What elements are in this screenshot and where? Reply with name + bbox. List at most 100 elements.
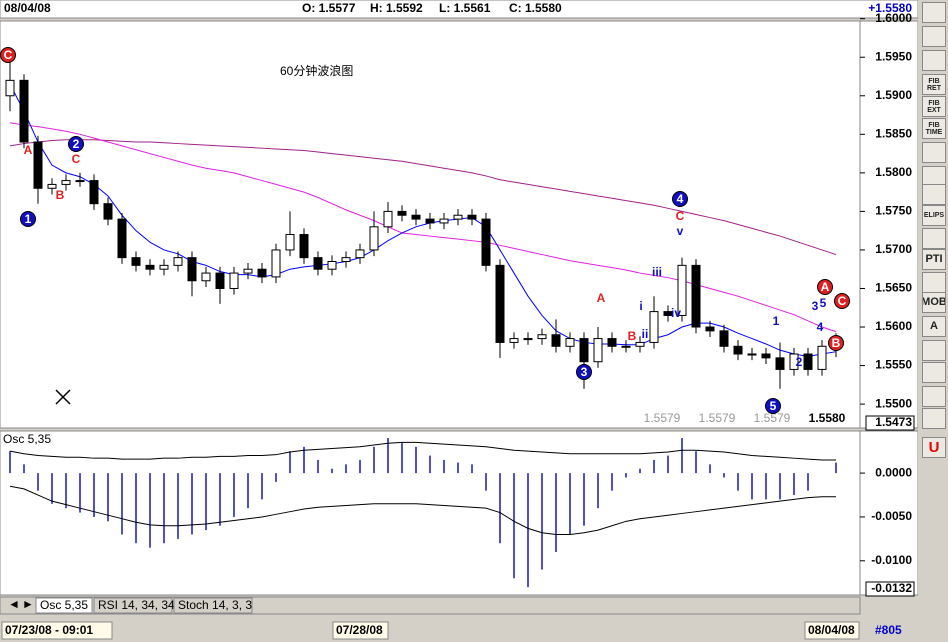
time-label: 08/04/08: [808, 623, 855, 637]
candle-body: [649, 311, 659, 343]
wave-marker: [817, 279, 833, 295]
tab-label[interactable]: Osc 5,35: [40, 598, 88, 612]
time-label-box: [332, 621, 389, 640]
wave-label: A: [24, 143, 33, 157]
candle-body: [453, 214, 463, 220]
chart-window: ◄ ► 08/04/08 O: 1.5577 H: 1.5592 L: 1.5561 C…: [0, 0, 918, 642]
tool-button[interactable]: MOB: [922, 292, 946, 313]
wave-label: B: [628, 329, 637, 343]
candle-body: [635, 341, 645, 347]
candle-body: [481, 218, 491, 266]
candle-body: [789, 353, 799, 370]
tab-scroll-left[interactable]: ◄: [8, 597, 20, 611]
tool-button[interactable]: [922, 386, 946, 407]
wave-label: 1: [25, 212, 32, 226]
y-tick-label: 1.5750: [875, 204, 912, 218]
candle-body: [215, 272, 225, 289]
tool-button[interactable]: [922, 408, 946, 429]
wave-marker: [828, 335, 844, 351]
y-tick-label: -0.0100: [871, 553, 912, 567]
tab[interactable]: [35, 597, 93, 614]
time-bar: [0, 620, 918, 642]
candle-body: [117, 218, 127, 259]
osc-title: Osc 5,35: [3, 432, 51, 446]
moving-average: [9, 139, 837, 256]
candle-body: [621, 345, 631, 348]
tool-button[interactable]: PTI: [922, 249, 946, 270]
candle-body: [817, 345, 827, 370]
candle-body: [159, 264, 169, 270]
header-close: C: 1.5580: [509, 1, 562, 15]
y-tick-label: 1.5500: [875, 396, 912, 410]
tab-label[interactable]: RSI 14, 34, 34: [98, 598, 175, 612]
wave-label: 3: [812, 299, 819, 313]
tool-button[interactable]: ELIPS: [922, 205, 946, 226]
candle-body: [383, 210, 393, 228]
tool-button[interactable]: FIB EXT: [922, 96, 946, 117]
candle-body: [439, 218, 449, 224]
candle-body: [355, 249, 365, 259]
candle-body: [145, 264, 155, 270]
tab[interactable]: [93, 597, 173, 614]
tool-button[interactable]: FIB RET: [922, 74, 946, 95]
y-tick-label: 1.5650: [875, 281, 912, 295]
wave-label: 4: [677, 192, 684, 206]
wave-marker: [672, 191, 688, 207]
header-high: H: 1.5592: [370, 1, 423, 15]
candle-body: [775, 357, 785, 370]
osc-axis: [859, 430, 918, 596]
signal-line: [9, 441, 836, 461]
wave-marker: [576, 364, 592, 380]
tool-button[interactable]: [922, 184, 946, 205]
tab-label[interactable]: Stoch 14, 3, 3: [178, 598, 252, 612]
tool-button[interactable]: [922, 50, 946, 71]
wave-label: C: [676, 209, 685, 223]
price-marker-box: [865, 415, 915, 431]
candle-body: [579, 338, 589, 363]
wave-marker: [20, 211, 36, 227]
candle-body: [19, 79, 29, 143]
y-tick-label: 1.5700: [875, 242, 912, 256]
tool-button[interactable]: [922, 2, 946, 23]
tool-button[interactable]: [922, 362, 946, 383]
tab[interactable]: [173, 597, 253, 614]
readout: 1.5579: [754, 411, 791, 425]
candle-body: [201, 272, 211, 282]
candle-body: [313, 257, 323, 270]
tab-scroll-right[interactable]: ►: [22, 597, 34, 611]
osc-marker: -0.0132: [871, 581, 912, 595]
candle-body: [285, 234, 295, 251]
bar-count: #805: [875, 623, 902, 637]
header-last: +1.5580: [868, 1, 912, 15]
tool-button[interactable]: [922, 340, 946, 361]
candle-body: [229, 272, 239, 289]
wave-label: iv: [671, 306, 681, 320]
candle-body: [173, 257, 183, 266]
price-marker: 1.5473: [875, 415, 912, 429]
tool-button[interactable]: A: [922, 316, 946, 337]
y-tick-label: 1.5900: [875, 88, 912, 102]
y-tick-label: 1.5550: [875, 358, 912, 372]
tool-button[interactable]: [922, 26, 946, 47]
y-tick-label: 1.5850: [875, 126, 912, 140]
wave-label: v: [677, 224, 684, 238]
candle-body: [593, 338, 603, 363]
wave-label: C: [72, 152, 81, 166]
candle-body: [523, 338, 533, 341]
wave-label: B: [832, 336, 841, 350]
tool-button[interactable]: [922, 272, 946, 293]
tool-button[interactable]: [922, 142, 946, 163]
tool-button[interactable]: [922, 228, 946, 249]
candle-body: [691, 264, 701, 328]
candle-body: [705, 326, 715, 332]
candle-body: [369, 226, 379, 251]
candle-body: [537, 334, 547, 340]
tool-button[interactable]: U: [922, 437, 946, 458]
wave-label: 5: [820, 296, 827, 310]
tool-button[interactable]: FIB TIME: [922, 118, 946, 139]
wave-label: 4: [817, 320, 824, 334]
candle-body: [33, 141, 43, 189]
y-tick-label: 1.5600: [875, 319, 912, 333]
candle-body: [187, 257, 197, 282]
